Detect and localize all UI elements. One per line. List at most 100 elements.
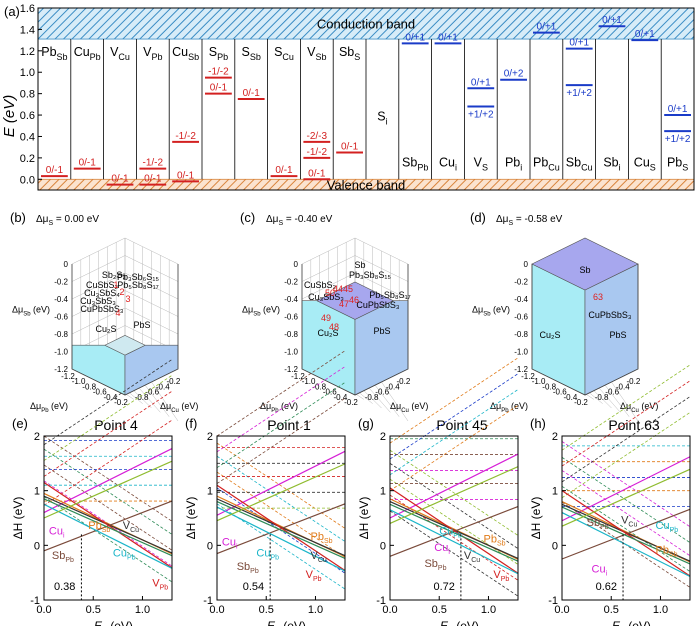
phase-x2-tick: -0.6 — [605, 388, 619, 397]
defect-label: SPb — [209, 45, 228, 62]
y-tick-label: 1.2 — [20, 46, 35, 58]
formation-xlabel: EF (eV) — [440, 619, 479, 626]
transition-level-label: 0/-1 — [275, 165, 293, 176]
transition-level-label: +1/+2 — [665, 134, 691, 145]
phase-x2-tick: -0.6 — [375, 388, 389, 397]
fermi-value: 0.62 — [596, 581, 617, 593]
panel-a: (a) E (eV) Conduction band Valence band 0.… — [1, 3, 695, 193]
defect-label: PbSb — [41, 45, 67, 62]
formation-ylabel: ΔH (eV) — [529, 497, 543, 540]
region-top — [104, 335, 146, 356]
y-tick-label: 0 — [34, 540, 40, 552]
phase-x1-tick: -0.4 — [104, 393, 118, 402]
phase-x2-tick: -0.2 — [627, 377, 641, 386]
phase-region-label: Cu₂S — [95, 324, 116, 334]
defect-label: Cui — [439, 155, 457, 172]
fermi-value: 0.72 — [433, 581, 454, 593]
y-tick-label: -1 — [548, 595, 558, 607]
phase-panel: (d) ΔμS = -0.58 eV Sb CuPbSbS₃ Cu₂S PbS 63 0 -0.… — [470, 210, 658, 422]
defect-label: Sbi — [603, 155, 620, 172]
defect-line-label: SbPb — [424, 558, 446, 572]
transition-level-label: +1/+2 — [566, 88, 592, 99]
phase-x1-tick: -0.8 — [542, 382, 556, 391]
phase-panel-label: (c) — [240, 210, 255, 225]
defect-line-label: Cui — [592, 564, 608, 578]
transition-level-label: -2/-3 — [307, 131, 328, 142]
defect-label: VS — [474, 155, 488, 172]
phase-region-label: Pb₃Sb₆S₁₅ — [117, 272, 159, 282]
phase-x2-label: ΔμCu (eV) — [160, 401, 198, 414]
phase-x2-tick: -0.8 — [365, 393, 379, 402]
phase-y-tick: -0.8 — [514, 330, 528, 339]
defect-label: SbCu — [566, 155, 593, 172]
formation-dashed-line — [561, 485, 691, 572]
transition-level-label: 0/+1 — [569, 38, 589, 49]
defect-line-label: Cui — [49, 525, 65, 539]
phase-y-tick: -1.0 — [54, 348, 68, 357]
transition-level-label: 0/+1 — [438, 32, 458, 43]
phase-x2-tick: -0.8 — [135, 393, 149, 402]
transition-level-label: 0/-1 — [46, 165, 64, 176]
phase-y-label: ΔμSb (eV) — [12, 305, 50, 318]
formation-dashed-line — [43, 435, 173, 522]
defect-line-label: CuPb — [439, 525, 462, 539]
transition-level-label: 0/-1 — [144, 174, 162, 185]
phase-dmu-S: ΔμS = -0.58 eV — [496, 214, 563, 227]
phase-region-label: Sb₂S₃ — [102, 270, 127, 280]
transition-level-label: +1/+2 — [468, 109, 494, 120]
formation-dashed-line — [43, 464, 173, 551]
phase-region-label: Cu₂S — [539, 330, 560, 340]
phase-y-tick: -0.4 — [284, 295, 298, 304]
formation-solid-line — [389, 487, 519, 574]
transition-level-label: 0/-1 — [243, 88, 261, 99]
formation-dashed-line — [43, 374, 173, 461]
y-tick-label: 2 — [552, 431, 558, 443]
defect-line-label: CuPb — [113, 547, 136, 561]
formation-dashed-line — [561, 441, 691, 528]
formation-dashed-line — [561, 456, 691, 543]
fermi-value: 0.38 — [54, 581, 75, 593]
formation-ylabel: ΔH (eV) — [184, 497, 198, 540]
formation-dashed-line — [216, 366, 346, 453]
phase-region-label: Cu₃SbS₄ — [84, 288, 120, 298]
formation-dashed-line — [389, 478, 519, 565]
y-tick-label: 1 — [380, 486, 386, 498]
formation-panel-title: Point 45 — [436, 417, 488, 433]
formation-dashed-line — [561, 470, 691, 557]
phase-y-tick: -0.2 — [514, 278, 528, 287]
phase-y-tick: -1.0 — [284, 348, 298, 357]
phase-x1-tick: -0.2 — [344, 398, 358, 407]
formation-dashed-line — [43, 390, 173, 477]
phase-point-label: 48 — [329, 322, 339, 332]
formation-dashed-line — [216, 442, 346, 529]
transition-level-label: 0/+1 — [668, 104, 688, 115]
phase-region-label: CuSbS₂ — [86, 280, 119, 290]
conduction-band-label: Conduction band — [317, 17, 415, 32]
y-tick-label: 1 — [207, 486, 213, 498]
formation-solid-line — [561, 511, 691, 578]
phase-x2-tick: -0.4 — [386, 382, 400, 391]
phase-region-label: CuSbS₂ — [304, 280, 337, 290]
phase-y-tick: -1.2 — [514, 365, 528, 374]
phase-x2-tick: -0.6 — [145, 388, 159, 397]
x-tick-label: 0.0 — [554, 604, 569, 616]
defect-label: CuPb — [74, 45, 101, 62]
phase-x1-tick: -1.2 — [291, 372, 305, 381]
formation-dashed-line — [389, 449, 519, 536]
y-tick-label: 0 — [552, 540, 558, 552]
panel-a-ylabel: E (eV) — [1, 95, 18, 138]
x-tick-label: 1.0 — [481, 604, 496, 616]
transition-level-label: 0/-1 — [308, 168, 326, 179]
formation-panel: (f) Point 1 0.54 -1 0 1 2 0.0 0.5 1.0 ΔH (eV) EF (e… — [184, 350, 355, 631]
defect-line-label: VCu — [123, 520, 139, 534]
y-tick-label: 0.8 — [20, 89, 35, 101]
transition-level-label: 0/+1 — [405, 32, 425, 43]
phase-point-label: 45 — [343, 284, 353, 294]
formation-solid-line — [561, 456, 691, 522]
formation-ylabel: ΔH (eV) — [11, 497, 25, 540]
phase-region-label: PbS — [373, 326, 390, 336]
phase-x1-tick: -0.4 — [564, 393, 578, 402]
phase-point-label: 1 — [113, 280, 118, 290]
phase-region-label: PbS — [609, 330, 626, 340]
